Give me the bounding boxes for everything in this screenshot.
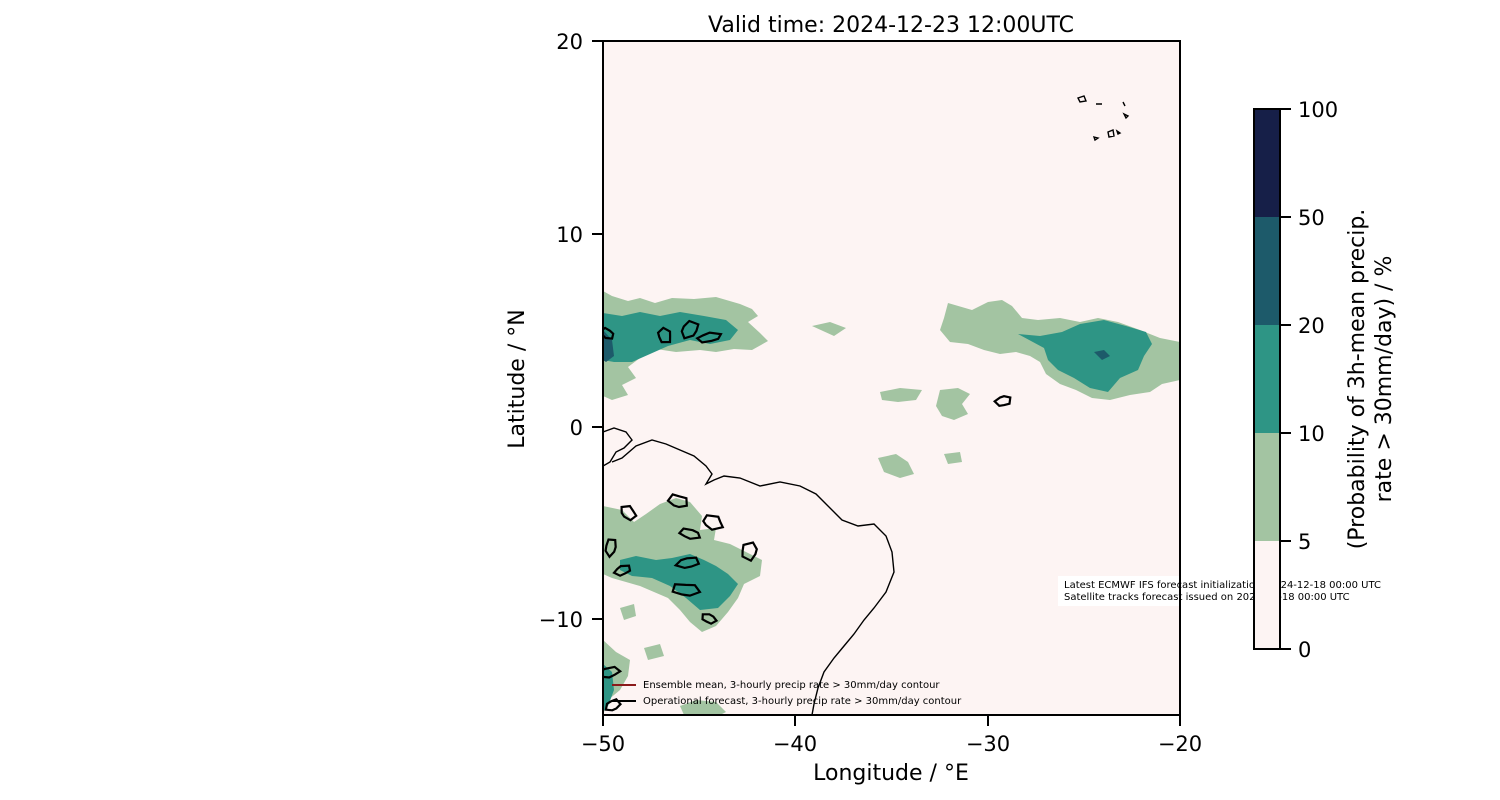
colorbar: 0 5 10 20 50 100 (Probability of 3h-mean… [1254, 98, 1397, 662]
colorbar-tick-label: 50 [1298, 206, 1325, 230]
colorbar-segment-5-10 [1254, 433, 1280, 541]
forecast-info-line-1: Latest ECMWF IFS forecast initialization… [1064, 580, 1381, 591]
colorbar-segment-20-50 [1254, 217, 1280, 325]
legend-label-ensemble-mean: Ensemble mean, 3-hourly precip rate > 30… [643, 680, 940, 691]
y-tick-label: −10 [539, 608, 583, 632]
forecast-info-box: Latest ECMWF IFS forecast initialization… [1058, 576, 1381, 606]
x-axis-title: Longitude / °E [813, 761, 969, 786]
colorbar-segment-10-20 [1254, 325, 1280, 433]
legend-label-operational: Operational forecast, 3-hourly precip ra… [643, 696, 962, 707]
colorbar-title-line-1: (Probability of 3h-mean precip. [1345, 209, 1370, 550]
x-tick-label: −40 [773, 732, 817, 756]
x-tick-label: −20 [1158, 732, 1202, 756]
colorbar-tick-label: 20 [1298, 314, 1325, 338]
colorbar-tick-label: 5 [1298, 530, 1311, 554]
y-tick-label: 10 [556, 223, 583, 247]
colorbar-title-line-2: rate > 30mm/day) / % [1372, 256, 1397, 503]
colorbar-tick-label: 100 [1298, 98, 1338, 122]
x-tick-label: −30 [966, 732, 1010, 756]
x-axis: −50 −40 −30 −20 Longitude / °E [581, 715, 1202, 786]
colorbar-segment-0-5 [1254, 541, 1280, 649]
y-axis: 20 10 0 −10 Latitude / °N [505, 30, 603, 632]
forecast-info-line-2: Satellite tracks forecast issued on 2024… [1064, 592, 1350, 603]
y-tick-label: 20 [556, 30, 583, 54]
y-axis-title: Latitude / °N [505, 309, 530, 448]
y-tick-label: 0 [570, 416, 583, 440]
plot-title: Valid time: 2024-12-23 12:00UTC [708, 13, 1074, 38]
colorbar-tick-label: 10 [1298, 422, 1325, 446]
colorbar-segment-50-100 [1254, 109, 1280, 217]
colorbar-tick-label: 0 [1298, 638, 1311, 662]
x-tick-label: −50 [581, 732, 625, 756]
